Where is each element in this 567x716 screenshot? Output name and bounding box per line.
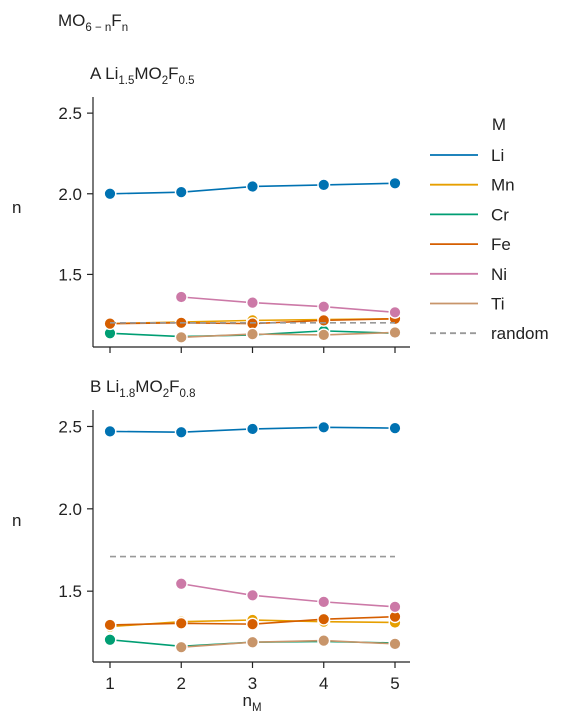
panel-b-xtick-label: 1 [105, 674, 114, 693]
panel-a-series-ni-point [388, 305, 402, 319]
panel-a-series-fe-point [317, 313, 331, 327]
panel-a-ylabel: n [12, 198, 21, 217]
panel-a-series-ti-point [245, 327, 259, 341]
panel-b-ytick-label: 2.0 [58, 500, 82, 519]
panel-a-series-ni-point [317, 300, 331, 314]
panel-b-series-ni-point [388, 600, 402, 614]
legend-title: M [492, 115, 506, 134]
panel-b-series-fe-point [174, 616, 188, 630]
panel-b-xlabel: nM [242, 691, 261, 714]
panel-b-xtick-label: 4 [319, 674, 328, 693]
panel-b-series-cr-point [103, 633, 117, 647]
panel-b-xtick-label: 3 [248, 674, 257, 693]
panel-a-series-li-point [317, 178, 331, 192]
panel-a-series-li-point [174, 185, 188, 199]
panel-b-series-li-point [245, 422, 259, 436]
panel-b-series-ni-point [174, 577, 188, 591]
panel-a-series-fe-point [103, 317, 117, 331]
panel-b-xtick-label: 5 [390, 674, 399, 693]
panel-a-series-ti-point [388, 325, 402, 339]
panel-a-series-ni-point [245, 296, 259, 310]
panel-b-series-ni-point [317, 595, 331, 609]
panel-a-ytick-label: 1.5 [58, 265, 82, 284]
panel-a-series-ni-line [181, 296, 396, 314]
panel-b-series-ni-point [245, 588, 259, 602]
panel-a-title: A Li1.5MO2F0.5 [90, 64, 195, 87]
panel-b-title: B Li1.8MO2F0.8 [90, 377, 195, 400]
panel-b-series-ti-point [174, 640, 188, 654]
panel-b-ytick-label: 1.5 [58, 582, 82, 601]
panel-b: B Li1.8MO2F0.8 n 1.5 2.0 2.5 1 2 3 4 5 nM [12, 377, 410, 714]
panel-a-series-ni-point [174, 290, 188, 304]
legend-label-fe: Fe [491, 235, 511, 254]
panel-a-series-li-point [103, 187, 117, 201]
panel-a-series-li-point [245, 180, 259, 194]
panel-b-series-fe-point [317, 612, 331, 626]
legend: M Li Mn Cr Fe Ni Ti random [430, 115, 549, 343]
legend-label-ti: Ti [491, 295, 505, 314]
panel-a-series-ti-point [174, 330, 188, 344]
panel-b-series-li-point [317, 420, 331, 434]
panel-a: A Li1.5MO2F0.5 n 1.5 2.0 2.5 [12, 64, 410, 353]
panel-a-series-li-point [388, 176, 402, 190]
panel-b-series-ti-line [181, 639, 396, 648]
legend-label-cr: Cr [491, 205, 509, 224]
panel-b-series-li-point [388, 421, 402, 435]
panel-b-series-li-point [103, 424, 117, 438]
panel-a-ytick-label: 2.5 [58, 104, 82, 123]
panel-b-series-ti-point [317, 634, 331, 648]
panel-b-ytick-label: 2.5 [58, 417, 82, 436]
figure-title: MO6 − nFn [58, 11, 128, 34]
panel-a-ytick-label: 2.0 [58, 185, 82, 204]
panel-b-series-ni-line [181, 582, 396, 608]
panel-b-series-fe-point [245, 617, 259, 631]
legend-label-li: Li [491, 146, 504, 165]
panel-b-ylabel: n [12, 511, 21, 530]
panel-b-series-ti-point [245, 635, 259, 649]
legend-label-mn: Mn [491, 176, 515, 195]
panel-a-series-ti-point [317, 328, 331, 342]
panel-b-series-li-point [174, 425, 188, 439]
panel-b-series-ti-point [388, 637, 402, 651]
legend-label-random: random [491, 324, 549, 343]
panel-b-series-fe-point [103, 618, 117, 632]
panel-a-series-ti-line [181, 331, 396, 339]
legend-label-ni: Ni [491, 265, 507, 284]
panel-b-xtick-label: 2 [177, 674, 186, 693]
